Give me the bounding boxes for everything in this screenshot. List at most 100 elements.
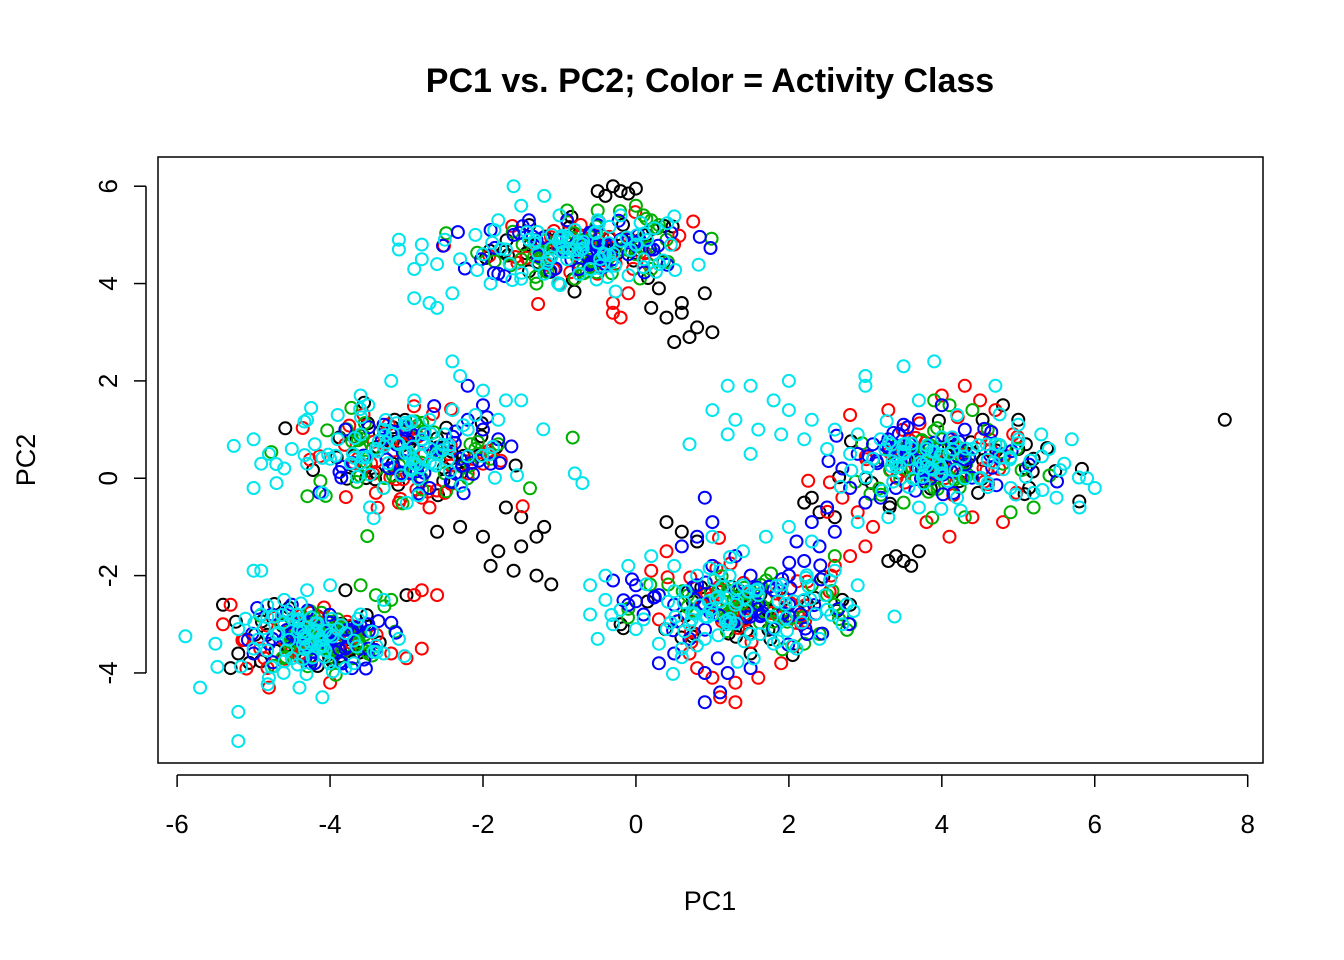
point-blue [835,461,850,476]
point-blue [977,421,992,436]
point-black [690,320,705,335]
point-cyan [193,680,208,695]
point-cyan [758,529,773,544]
point-cyan [552,208,567,223]
point-cyan [628,237,643,252]
point-cyan [334,618,349,633]
point-green [353,578,368,593]
point-red [728,675,743,690]
point-cyan [697,631,712,646]
point-blue [957,422,972,437]
point-cyan [231,622,246,637]
point-cyan [614,233,628,248]
point-cyan [346,446,360,461]
point-black [1217,412,1232,427]
point-black [514,539,529,554]
point-blue [842,617,857,631]
point-cyan [363,500,377,515]
point-cyan [674,650,689,665]
point-black [231,646,246,661]
point-cyan [300,412,315,427]
point-black [430,524,445,539]
point-cyan [896,437,911,452]
point-green [628,198,643,213]
point-red [295,421,310,435]
point-black [674,305,689,320]
point-cyan [567,466,582,481]
point-cyan [628,622,643,637]
point-cyan [246,481,261,495]
point-red [686,214,701,229]
point-cyan [307,437,322,452]
point-cyan [246,432,261,447]
point-cyan [414,432,429,447]
point-black [544,577,559,592]
point-cyan [583,607,598,622]
point-cyan [651,257,666,272]
point-cyan [774,583,789,598]
point-red [774,656,789,671]
point-red [843,549,858,564]
point-cyan [736,578,750,593]
point-cyan [764,609,779,624]
point-cyan [661,594,675,609]
point-black [705,325,720,340]
point-cyan [411,488,426,503]
point-cyan [330,622,345,637]
point-green [827,549,842,564]
point-cyan [394,468,409,483]
point-cyan [988,437,1003,452]
point-black [228,614,243,629]
point-cyan [514,393,529,408]
point-cyan [338,661,353,676]
point-cyan [315,450,330,465]
point-cyan [461,449,475,464]
point-cyan [445,286,460,301]
point-green [300,489,315,504]
point-cyan [786,594,801,609]
point-cyan [485,235,500,250]
point-black [644,300,659,315]
point-cyan [514,271,529,286]
point-red [850,505,865,520]
point-red [712,530,726,545]
point-cyan [934,430,949,445]
point-blue [781,568,796,583]
point-blue [456,486,471,501]
point-blue [703,241,718,255]
point-cyan [414,237,429,252]
point-cyan [422,412,437,427]
point-black [697,286,712,301]
point-cyan [483,276,498,291]
point-red [430,588,445,603]
point-cyan [276,615,291,630]
point-blue [334,470,349,485]
point-cyan [1072,500,1087,515]
points-layer [178,179,1232,749]
point-cyan [766,393,781,408]
point-green [523,481,537,496]
point-cyan [988,378,1003,393]
point-cyan [389,416,404,431]
x-tick-label: 6 [1088,809,1102,839]
point-blue [713,685,728,700]
point-cyan [705,607,720,622]
point-black [399,588,414,603]
point-red [338,490,353,505]
point-cyan [781,519,796,534]
point-cyan [913,455,928,470]
point-cyan [575,476,590,491]
point-green [714,569,729,584]
point-green [386,468,400,483]
point-cyan [766,636,781,651]
point-cyan [1018,469,1033,484]
point-cyan [414,460,428,475]
point-cyan [537,266,552,281]
point-blue [358,661,373,676]
point-green [1026,500,1041,515]
point-cyan [210,659,225,674]
plot-frame [157,156,1264,764]
point-cyan [691,257,706,272]
point-cyan [906,471,921,486]
point-cyan [858,369,873,383]
